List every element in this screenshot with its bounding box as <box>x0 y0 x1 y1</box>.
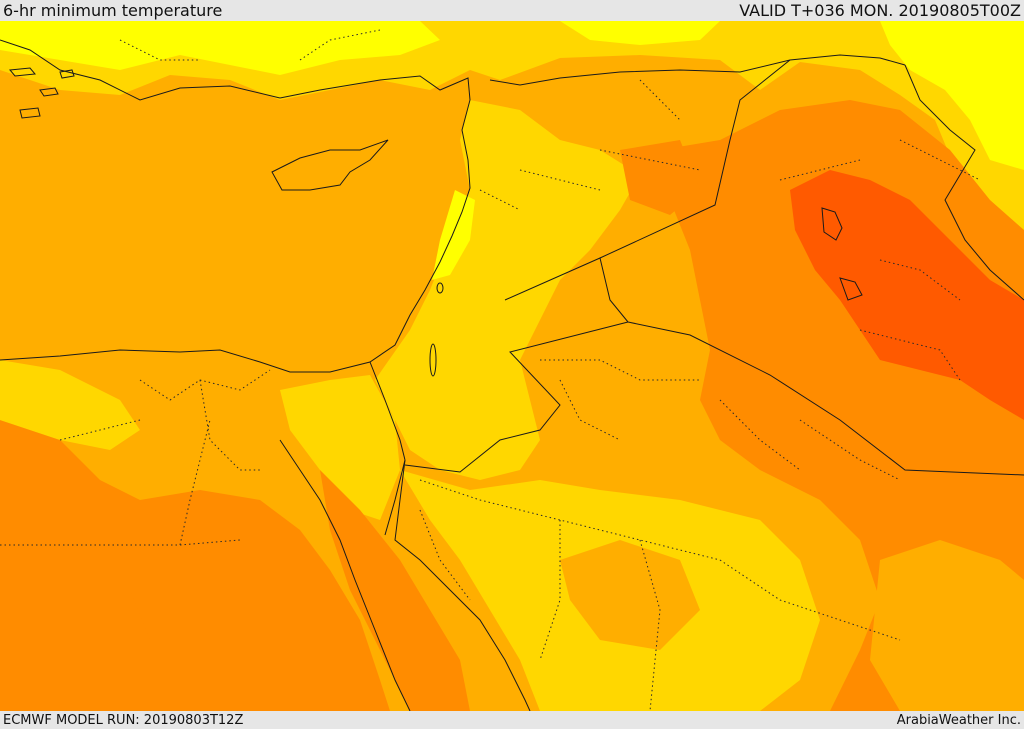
border-jordan-saudi <box>404 321 629 473</box>
zone-north-bright <box>0 21 440 75</box>
border-syria-turkey <box>489 59 791 86</box>
sea-of-galilee <box>436 282 444 294</box>
zone-eastern-orange-patch <box>620 140 700 215</box>
map-title: 6-hr minimum temperature <box>3 0 223 20</box>
border-iran-iraq <box>904 64 1024 301</box>
border-iraq-saudi <box>627 321 1024 476</box>
zone-red-sea-orange <box>320 470 470 711</box>
zone-west-orange-patch <box>20 560 150 700</box>
zone-southeast-gold <box>870 540 1024 711</box>
zone-iraq-deep <box>790 170 1024 420</box>
border-egypt-israel <box>369 361 406 461</box>
lake-tharthar <box>821 207 843 241</box>
valid-time: VALID T+036 MON. 20190805T00Z <box>739 0 1021 20</box>
zone-levant-yellow <box>375 100 640 480</box>
zone-lebanon-bright <box>432 190 475 280</box>
lake-habbaniyah <box>839 277 863 301</box>
zone-turkey-bright <box>560 21 720 45</box>
zone-egypt-yellow <box>0 360 140 450</box>
province-borders <box>0 29 981 711</box>
temperature-map[interactable] <box>0 21 1024 711</box>
zone-arabia-inner-gold <box>560 540 700 650</box>
turkey-coastline <box>0 39 281 101</box>
dead-sea <box>429 343 437 377</box>
zone-northeast-bright <box>880 21 1024 170</box>
border-syria-iraq <box>599 54 906 259</box>
border-jordan-iraq <box>504 257 629 323</box>
levant-coastline <box>0 75 471 373</box>
zone-sinai-yellow <box>280 375 400 520</box>
model-run: ECMWF MODEL RUN: 20190803T12Z <box>3 712 244 728</box>
header-bar: 6-hr minimum temperature VALID T+036 MON… <box>0 0 1024 21</box>
zone-north-yellow <box>0 21 1024 240</box>
aegean-islands <box>9 67 75 119</box>
red-sea-east-coast <box>394 459 531 711</box>
footer-bar: ECMWF MODEL RUN: 20190803T12Z ArabiaWeat… <box>0 711 1024 729</box>
red-sea-west-coast <box>279 439 411 711</box>
gulf-of-aqaba <box>384 459 406 536</box>
credit: ArabiaWeather Inc. <box>896 712 1021 728</box>
cyprus-coastline <box>271 139 389 191</box>
